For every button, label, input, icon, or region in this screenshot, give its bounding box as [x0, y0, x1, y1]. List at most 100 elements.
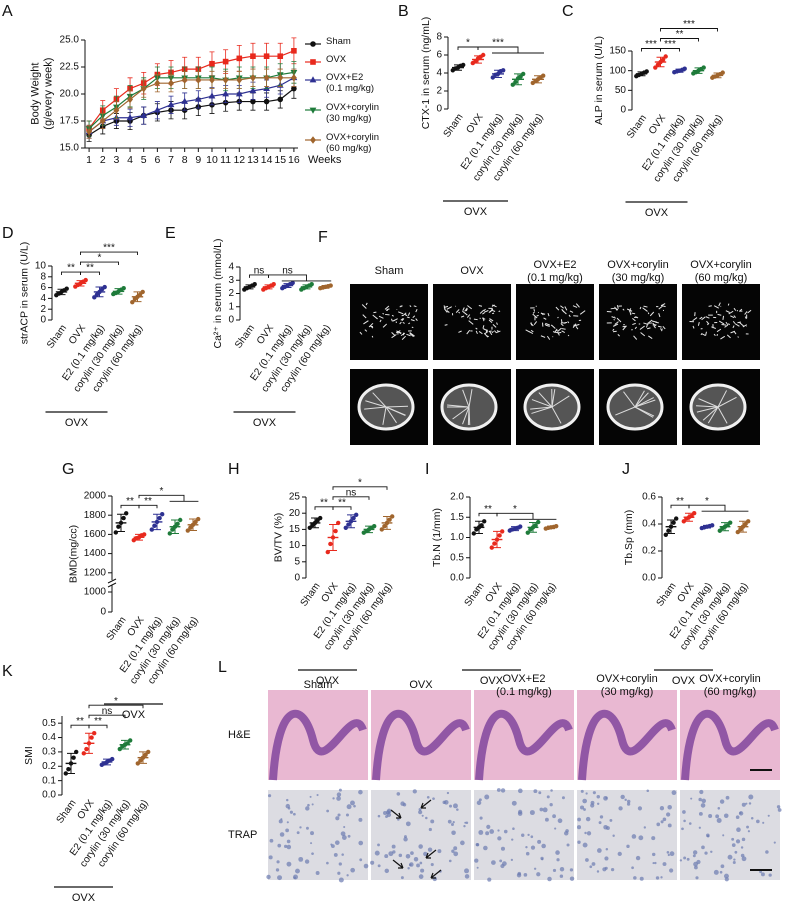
significance-bracket	[138, 504, 158, 509]
trap-texture	[286, 798, 289, 802]
data-point	[346, 522, 351, 527]
ct-texture	[722, 315, 725, 320]
trap-texture	[432, 797, 435, 801]
ct-texture	[378, 315, 384, 319]
ct-texture	[557, 331, 560, 336]
error-bar	[494, 69, 502, 78]
y-tick-label: 0.2	[42, 761, 56, 772]
ct-texture	[482, 317, 485, 322]
significance-label: **	[76, 716, 84, 727]
trap-texture	[694, 865, 698, 870]
marker	[168, 79, 174, 88]
ct-texture	[610, 307, 616, 310]
marker	[291, 48, 297, 54]
trap-texture	[612, 834, 615, 837]
trap-texture	[295, 868, 300, 874]
y-tick-label: 0	[436, 104, 442, 115]
ct-texture	[701, 333, 706, 337]
significance-bracket	[496, 512, 557, 520]
error-bar	[667, 519, 675, 534]
trap-texture	[692, 850, 698, 855]
trap-texture	[620, 794, 625, 800]
ct-texture	[386, 308, 390, 311]
trap-texture	[559, 866, 565, 872]
error-bar	[114, 288, 123, 295]
trap-texture	[491, 860, 496, 865]
trap-texture	[418, 844, 423, 849]
trap-texture	[654, 861, 657, 865]
ct-texture	[567, 321, 570, 324]
ct-texture	[717, 396, 737, 408]
ct-texture	[452, 406, 470, 420]
trap-texture	[701, 845, 705, 850]
data-point	[309, 282, 314, 287]
significance-label: **	[676, 496, 684, 507]
trap-texture	[400, 801, 405, 806]
ct-texture	[479, 309, 485, 314]
trap-texture	[517, 788, 523, 794]
trap-texture	[384, 854, 389, 859]
data-point	[149, 527, 154, 532]
data-point	[372, 523, 377, 529]
y-tick-label: 2	[40, 304, 46, 315]
data-point	[81, 751, 87, 756]
trap-texture	[577, 817, 581, 822]
y-tick-label: 1200	[84, 567, 107, 578]
trap-texture	[286, 839, 291, 844]
trap-texture	[547, 876, 552, 882]
trap-texture	[465, 821, 469, 824]
panel-label: A	[2, 3, 13, 20]
ct-texture	[384, 305, 390, 310]
ct-texture	[496, 330, 499, 332]
data-point	[318, 515, 323, 521]
trap-texture	[338, 862, 342, 866]
data-point	[121, 285, 126, 291]
significance-bracket	[88, 704, 144, 709]
y-tick-label: 0.0	[642, 573, 656, 584]
ct-texture	[699, 316, 703, 320]
ct-texture	[391, 334, 397, 339]
ct-texture	[660, 328, 663, 332]
y-axis-label: BMD(mg/cc)	[67, 525, 79, 583]
data-point	[142, 532, 147, 537]
trap-texture	[541, 843, 546, 849]
ct-texture	[403, 313, 408, 317]
marker	[310, 59, 316, 65]
trap-texture	[486, 824, 491, 829]
ct-texture	[716, 328, 722, 333]
significance-label: ns	[346, 487, 357, 498]
trap-texture	[692, 854, 696, 858]
ct-texture	[382, 313, 385, 315]
trap-texture	[713, 869, 719, 875]
x-tick-label: 11	[220, 154, 231, 166]
trap-texture	[474, 858, 479, 863]
trap-texture	[279, 832, 285, 837]
ct-texture	[639, 306, 642, 310]
ct-texture	[400, 332, 406, 337]
data-point	[663, 54, 668, 59]
data-point	[382, 523, 387, 529]
data-point	[701, 65, 706, 70]
ct-texture	[478, 305, 483, 307]
trap-texture	[716, 818, 722, 824]
trap-texture	[337, 871, 341, 875]
trap-texture	[341, 835, 347, 840]
trap-texture	[626, 802, 631, 806]
marker	[236, 76, 243, 84]
y-tick-label: 1400	[84, 548, 107, 559]
trap-texture	[768, 873, 772, 877]
ct-texture	[371, 335, 374, 338]
data-point	[500, 529, 505, 534]
trap-texture	[338, 877, 344, 883]
trap-texture	[698, 797, 702, 802]
error-bar	[189, 518, 197, 532]
ct-texture	[611, 316, 616, 319]
ct-texture	[551, 389, 556, 408]
trap-texture	[561, 796, 565, 800]
trap-texture	[669, 868, 674, 873]
trap-texture	[277, 875, 283, 881]
data-point	[117, 746, 123, 752]
ct-texture	[409, 332, 415, 337]
data-point	[644, 69, 649, 74]
ct-texture	[364, 406, 387, 410]
